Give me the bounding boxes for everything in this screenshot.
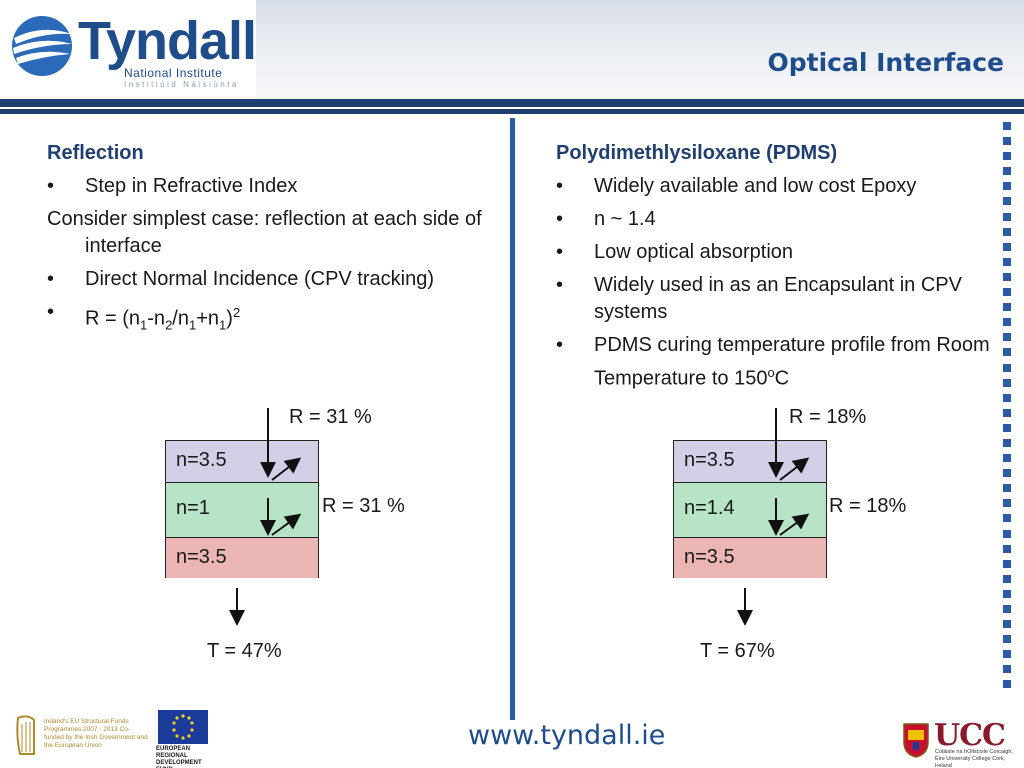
reflection-mid-label: R = 31 % xyxy=(322,495,405,517)
header-bar-thin xyxy=(0,109,1024,114)
header-bar xyxy=(0,99,1024,107)
layer-bottom: n=3.5 xyxy=(673,537,827,578)
transmission-label: T = 47% xyxy=(207,640,282,662)
left-column: Reflection Step in Refractive Index Cons… xyxy=(47,140,497,345)
light-arrows xyxy=(229,408,302,626)
reflection-top-label: R = 18% xyxy=(789,406,867,428)
transmission-label: T = 67% xyxy=(700,640,775,662)
logo-subtitle: National Institute xyxy=(124,66,223,80)
bullet-encapsulant: Widely used in as an Encapsulant in CPV … xyxy=(556,272,996,326)
ucc-crest-icon xyxy=(903,723,929,758)
funding-text: Ireland's EU Structural Funds Programmes… xyxy=(44,718,148,749)
harp-icon xyxy=(16,715,35,755)
right-column: Polydimethlysiloxane (PDMS) Widely avail… xyxy=(556,140,996,399)
left-diagram: n=3.5 n=1 n=3.5 R = 31 % R = 31 % T = 47… xyxy=(160,400,480,680)
ucc-subtitle: Coláiste na hOllscoile Corcaigh, Éire Un… xyxy=(935,749,1013,768)
reflection-mid-label: R = 18% xyxy=(829,495,907,517)
tyndall-logo: Tyndall National Institute Institiúid Ná… xyxy=(0,0,257,99)
logo-wordmark: Tyndall xyxy=(78,11,257,71)
reflection-top-label: R = 31 % xyxy=(289,406,372,428)
bullet-curing: PDMS curing temperature profile from Roo… xyxy=(556,332,996,393)
right-diagram: n=3.5 n=1.4 n=3.5 R = 18% R = 18% T = 67… xyxy=(668,400,988,680)
layer-bottom: n=3.5 xyxy=(165,537,319,578)
website-link[interactable]: www.tyndall.ie xyxy=(468,720,666,751)
pdms-heading: Polydimethlysiloxane (PDMS) xyxy=(556,142,838,164)
tyndall-swoosh-icon xyxy=(12,16,72,76)
slide-title: Optical Interface xyxy=(767,48,1005,77)
bullet-index: n ~ 1.4 xyxy=(556,206,996,233)
ucc-logo: UCC xyxy=(934,718,1006,753)
bullet-low-cost: Widely available and low cost Epoxy xyxy=(556,173,996,200)
reflection-heading: Reflection xyxy=(47,142,144,164)
bullet-step-index: Step in Refractive Index xyxy=(47,173,497,200)
bullet-normal-incidence: Direct Normal Incidence (CPV tracking) xyxy=(47,266,497,293)
simplest-case-text: Consider simplest case: reflection at ea… xyxy=(47,208,482,257)
dotted-border xyxy=(1003,122,1011,692)
eu-flag-icon xyxy=(158,710,208,744)
eu-fund-label: EUROPEAN REGIONAL DEVELOPMENT FUND xyxy=(156,746,202,768)
header: Tyndall National Institute Institiúid Ná… xyxy=(0,0,1024,100)
logo-subtitle-irish: Institiúid Náisiúnta xyxy=(124,80,239,89)
reflection-formula: R = (n1-n2/n1+n1)2 xyxy=(47,299,497,339)
bullet-absorption: Low optical absorption xyxy=(556,239,996,266)
light-arrows xyxy=(737,408,810,626)
column-divider xyxy=(510,118,515,720)
